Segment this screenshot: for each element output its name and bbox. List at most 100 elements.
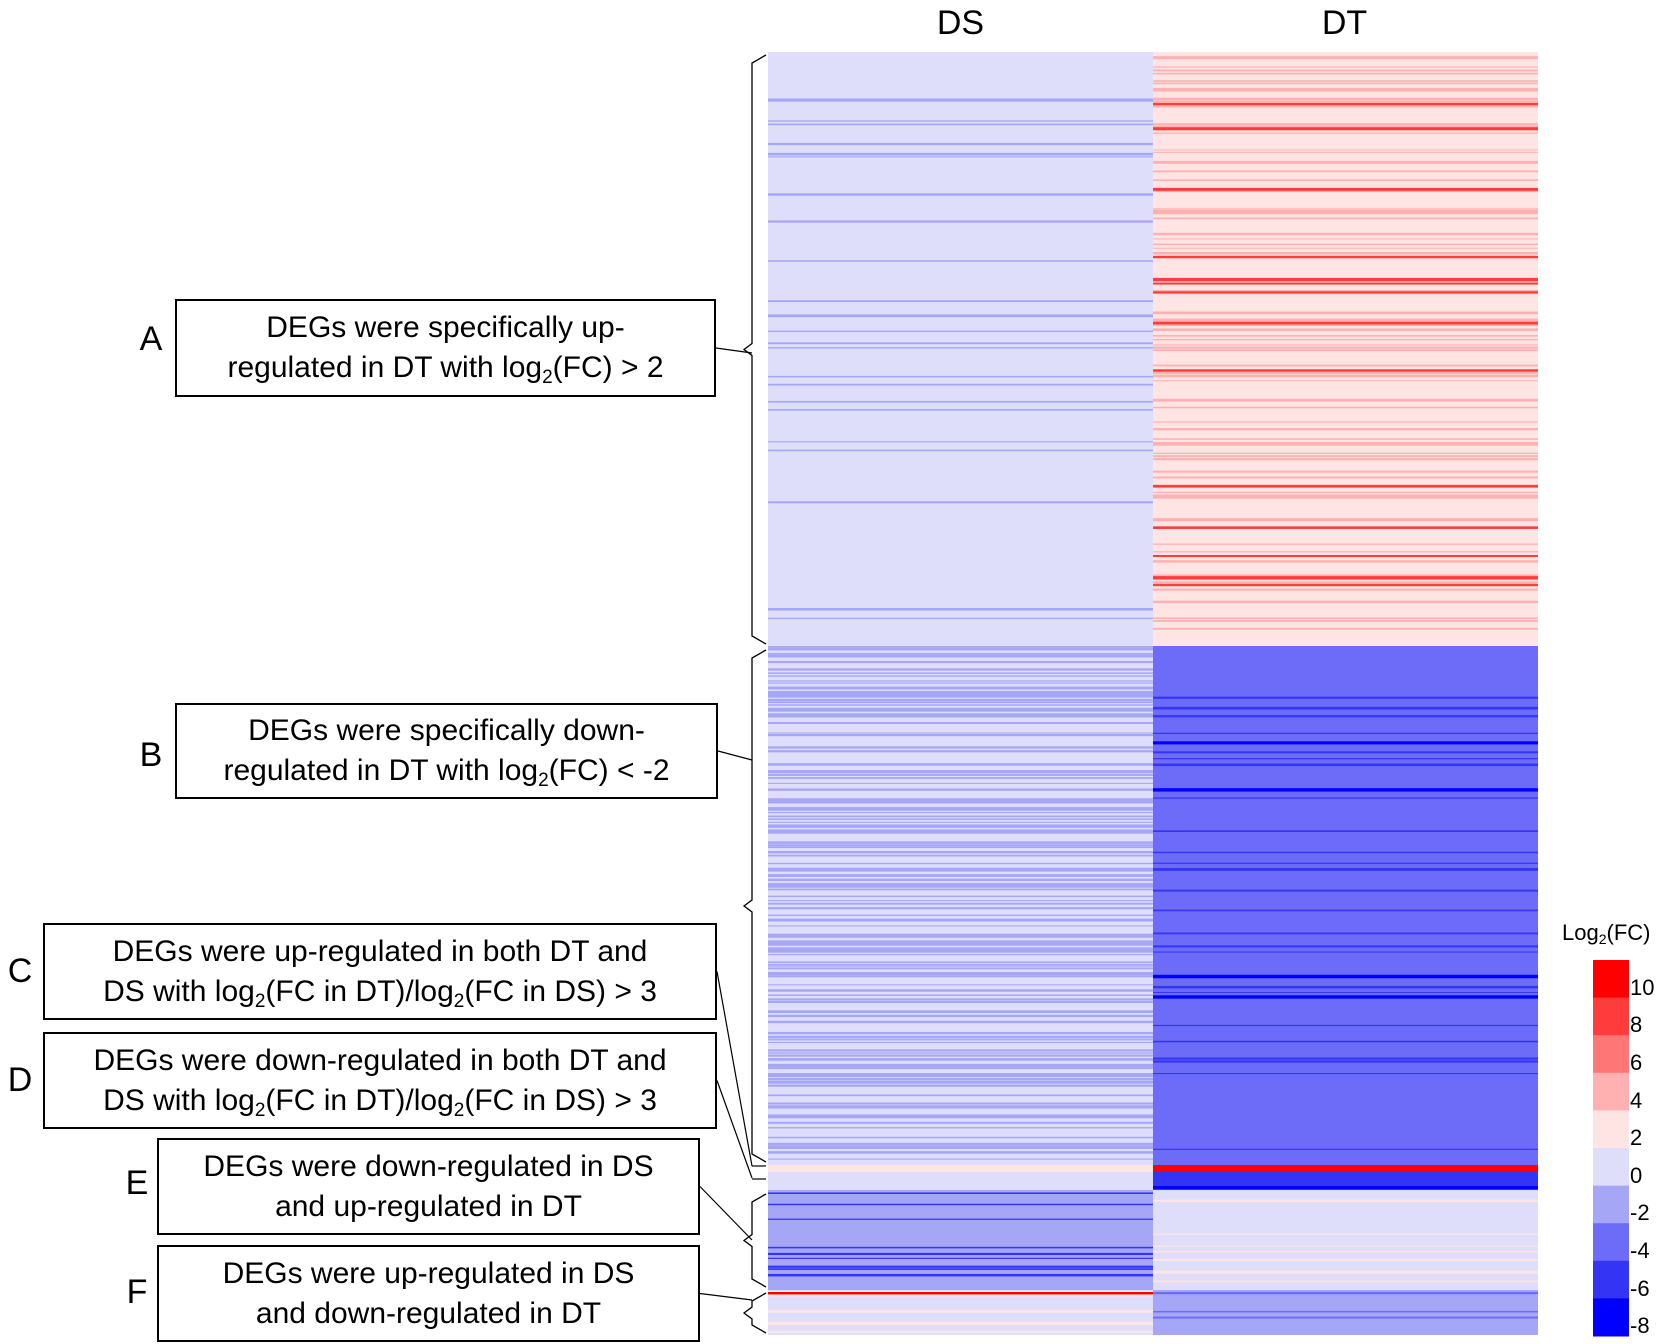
cell-B-ds-row (768, 715, 1153, 717)
cell-A-ds-row (768, 400, 1153, 403)
cell-B-ds-row (768, 829, 1153, 832)
colorbar-bin (1593, 1110, 1629, 1149)
cell-F-dt-row (1153, 1291, 1538, 1295)
cell-B-ds-row (768, 878, 1153, 881)
cell-A-dt-row (1153, 398, 1538, 401)
colorbar-bin (1593, 1185, 1629, 1224)
cell-A-dt-row (1153, 349, 1538, 352)
cell-B-ds-row (768, 1059, 1153, 1061)
cluster-label-text: DEGs were down-regulated in DS (203, 1149, 654, 1183)
connector-a (715, 347, 753, 354)
cell-B-ds-row (768, 949, 1153, 952)
cell-B-ds-row (768, 672, 1153, 674)
cell-A-dt-row (1153, 442, 1538, 444)
cell-B-ds-row (768, 940, 1153, 944)
cell-B-ds-row (768, 682, 1153, 684)
cell-A-dt-row (1153, 179, 1538, 182)
colorbar-bin (1593, 1035, 1629, 1074)
cell-A-dt-row (1153, 443, 1538, 446)
cell-A-ds-row (768, 300, 1153, 303)
cell-A-dt-row (1153, 406, 1538, 409)
cell-B-ds-row (768, 653, 1153, 655)
cell-B-ds-row (768, 842, 1153, 844)
cell-A-ds-row (768, 607, 1153, 611)
cell-E-ds-row (768, 1257, 1153, 1259)
cell-B-ds-row (768, 1106, 1153, 1109)
cell-A-dt-row (1153, 421, 1538, 423)
cell-E-ds-row (768, 1268, 1153, 1270)
cell-B-ds-row (768, 1094, 1153, 1097)
cell-B-ds-row (768, 841, 1153, 843)
cell-E-dt-row (1153, 1250, 1538, 1253)
cell-B-ds-row (768, 798, 1153, 801)
cell-B-ds-row (768, 710, 1153, 712)
cell-A-dt-row (1153, 217, 1538, 220)
cell-A-dt-row (1153, 438, 1538, 440)
cell-E-ds-row (768, 1192, 1153, 1194)
cell-B-dt-row (1153, 732, 1538, 735)
cell-B-dt-row (1153, 797, 1538, 799)
cell-A-dt-row (1153, 87, 1538, 91)
cell-A-dt-row (1153, 212, 1538, 215)
cell-B-ds-row (768, 1052, 1153, 1054)
cell-B-ds-row (768, 1001, 1153, 1003)
cluster-label-text: 2 (453, 990, 465, 1012)
cell-B-ds-row (768, 807, 1153, 810)
cell-B-dt-row (1153, 889, 1538, 892)
cluster-letter-f: F (126, 1273, 148, 1311)
cell-B-ds-row (768, 1074, 1153, 1078)
cell-B-dt-strong-row (1153, 788, 1538, 792)
cell-B-ds-row (768, 883, 1153, 885)
cell-A-ds-row (768, 220, 1153, 223)
cluster-label-text: (FC in DS) > 3 (464, 974, 657, 1008)
cluster-label-text: DEGs were specifically up- (266, 311, 625, 344)
cell-B-ds-row (768, 914, 1153, 917)
cell-F-ds-row (768, 1330, 1153, 1334)
cluster-letter-a: A (139, 320, 163, 358)
cell-A-dt-row (1153, 551, 1538, 553)
cell-B-ds-row (768, 1063, 1153, 1067)
cell-B-dt-row (1153, 1024, 1538, 1027)
cell-A-dt-row (1153, 170, 1538, 173)
cell-A-dt-row (1153, 100, 1538, 102)
cell-A-dt-row (1153, 496, 1538, 499)
cell-A-dt-row (1153, 123, 1538, 126)
cell-B-dt-row (1153, 715, 1538, 718)
cell-B-dt-row (1153, 707, 1538, 710)
cell-A-dt-row (1153, 574, 1538, 577)
cell-B-ds-row (768, 661, 1153, 664)
cell-B-dt-row (1153, 696, 1538, 699)
cell-B-ds-row (768, 1142, 1153, 1146)
cell-B-ds-row (768, 692, 1153, 694)
cell-A-dt-row (1153, 334, 1538, 337)
cell-B-ds-row (768, 907, 1153, 910)
cell-B-ds-row (768, 1127, 1153, 1129)
cell-B-ds-row (768, 800, 1153, 803)
cell-B-ds-row (768, 1151, 1153, 1154)
cell-B-ds-row (768, 1073, 1153, 1076)
cluster-label-text: (FC) > 2 (552, 351, 664, 384)
cell-A-dt-row (1153, 346, 1538, 349)
cluster-label-line: regulated in DT with log2(FC) < -2 (223, 751, 669, 791)
cluster-label-text: and up-regulated in DT (275, 1189, 582, 1223)
bracket-e (742, 1193, 767, 1288)
cell-A-dt-row (1153, 82, 1538, 85)
cell-A-dt-strong-row (1153, 526, 1538, 529)
cell-E-dt-row (1153, 1270, 1538, 1273)
cell-A-dt-row (1153, 69, 1538, 72)
cell-B-ds-row (768, 715, 1153, 718)
cell-B-ds-row (768, 774, 1153, 776)
cell-B-ds-row (768, 830, 1153, 833)
cell-A-ds-row (768, 383, 1153, 386)
cell-A-ds-row (768, 449, 1153, 452)
cluster-label-line: DEGs were down-regulated in both DT and (93, 1041, 666, 1081)
cell-A-ds-row (768, 342, 1153, 345)
cell-B-dt-row (1153, 951, 1538, 953)
cell-A-dt-row (1153, 162, 1538, 164)
cell-B-ds-row (768, 770, 1153, 773)
cell-A-ds-row (768, 120, 1153, 122)
cell-B-ds-row (768, 1116, 1153, 1119)
cell-B-ds-row (768, 688, 1153, 690)
cluster-label-text: 2 (538, 770, 549, 791)
colorbar-tick-label: 10 (1630, 974, 1655, 1000)
